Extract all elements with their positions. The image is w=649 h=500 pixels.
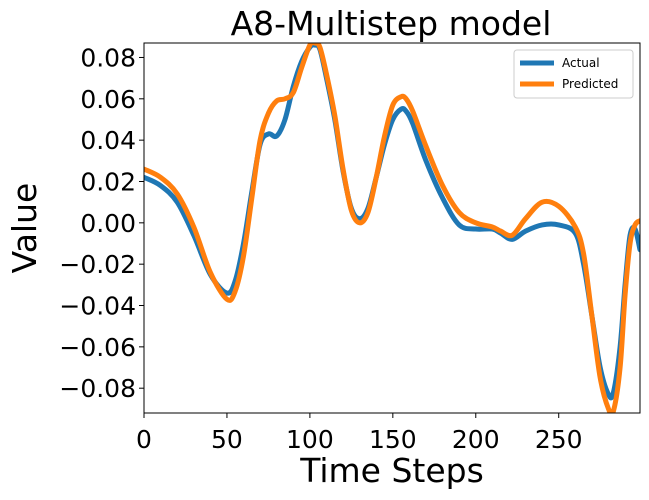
legend-label-actual: Actual [562,56,600,70]
y-tick-label: −0.08 [59,374,136,403]
x-axis-label: Time Steps [299,451,484,490]
axes-frame [143,42,641,414]
y-tick-label: −0.04 [59,292,136,321]
series-layer [144,43,640,413]
y-axis: 0.08 0.06 0.04 0.02 0.00 −0.02 −0.04 −0.06 −0.08 [59,43,144,403]
y-axis-label: Value [5,183,44,274]
y-tick-label: 0.06 [80,85,136,114]
x-tick-label: 100 [286,425,334,454]
series-line-predicted [144,43,640,413]
legend-label-predicted: Predicted [562,77,618,91]
chart-title: A8-Multistep model [231,4,552,43]
y-tick-label: −0.06 [59,333,136,362]
y-tick-label: 0.02 [80,167,136,196]
x-tick-label: 200 [452,425,500,454]
legend: Actual Predicted [513,49,634,99]
x-tick-label: 150 [369,425,417,454]
y-tick-label: 0.04 [80,126,136,155]
x-tick-label: 0 [136,425,152,454]
y-tick-label: 0.00 [80,209,136,238]
x-tick-label: 250 [535,425,583,454]
plot-area [143,42,641,414]
y-tick-label: 0.08 [80,43,136,72]
y-tick-label: −0.02 [59,250,136,279]
x-axis: 0 50 100 150 200 250 [136,413,583,454]
x-tick-label: 50 [211,425,243,454]
